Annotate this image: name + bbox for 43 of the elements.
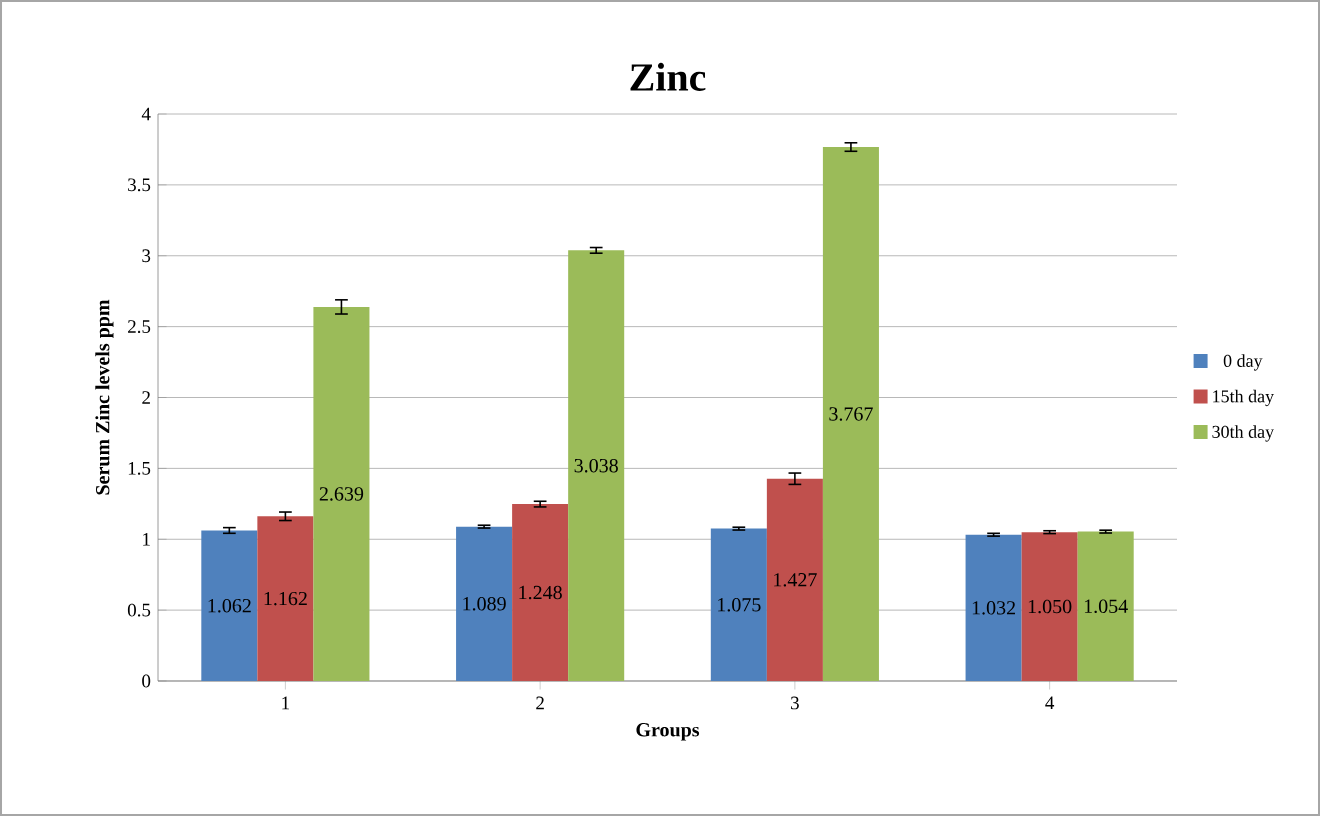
y-tick-label: 2 [142,391,150,404]
bar [766,478,823,681]
chart-title: Zinc [630,62,706,91]
y-tick-label: 3 [142,249,151,263]
y-tick-label: 0 [142,674,151,688]
bar [1077,531,1134,681]
data-label: 2.639 [319,487,364,501]
bar [710,528,767,681]
data-label: 1.050 [1028,599,1072,614]
data-label: 1.427 [774,573,817,587]
data-label: 1.075 [718,598,761,612]
data-label: 1.054 [1084,599,1128,614]
legend-label: 30th day [1212,425,1275,442]
y-tick-label: 3.5 [128,178,151,192]
data-label: 3.038 [574,458,618,473]
x-tick-label: 2 [536,696,544,710]
data-label: 1.162 [264,591,307,606]
legend-label: 15th day [1213,389,1275,407]
data-label: 1.062 [208,598,251,613]
bar [257,516,314,681]
bar [822,147,879,681]
legend-label: 0 day [1223,354,1263,371]
bar [201,530,258,681]
bar [1021,532,1078,681]
x-tick-label: 3 [791,696,799,710]
data-label: 1.248 [519,585,562,600]
data-label: 1.089 [463,597,506,611]
data-label: 3.767 [829,407,873,421]
bar [568,250,625,681]
bar [456,526,513,681]
y-tick-label: 0.5 [127,603,151,617]
x-tick-label: 1 [282,696,290,710]
y-axis-title: Serum Zinc levels ppm [95,299,114,495]
y-tick-label: 1 [143,532,150,546]
x-axis-title: Groups [636,723,700,741]
data-label: 1.032 [972,601,1015,615]
y-tick-label: 4 [141,107,151,121]
bar [313,306,370,681]
x-tick-label: 4 [1045,696,1055,710]
bar [512,504,569,681]
y-tick-label: 1.5 [128,461,151,475]
y-tick-label: 2.5 [128,320,151,334]
bar [965,534,1022,681]
